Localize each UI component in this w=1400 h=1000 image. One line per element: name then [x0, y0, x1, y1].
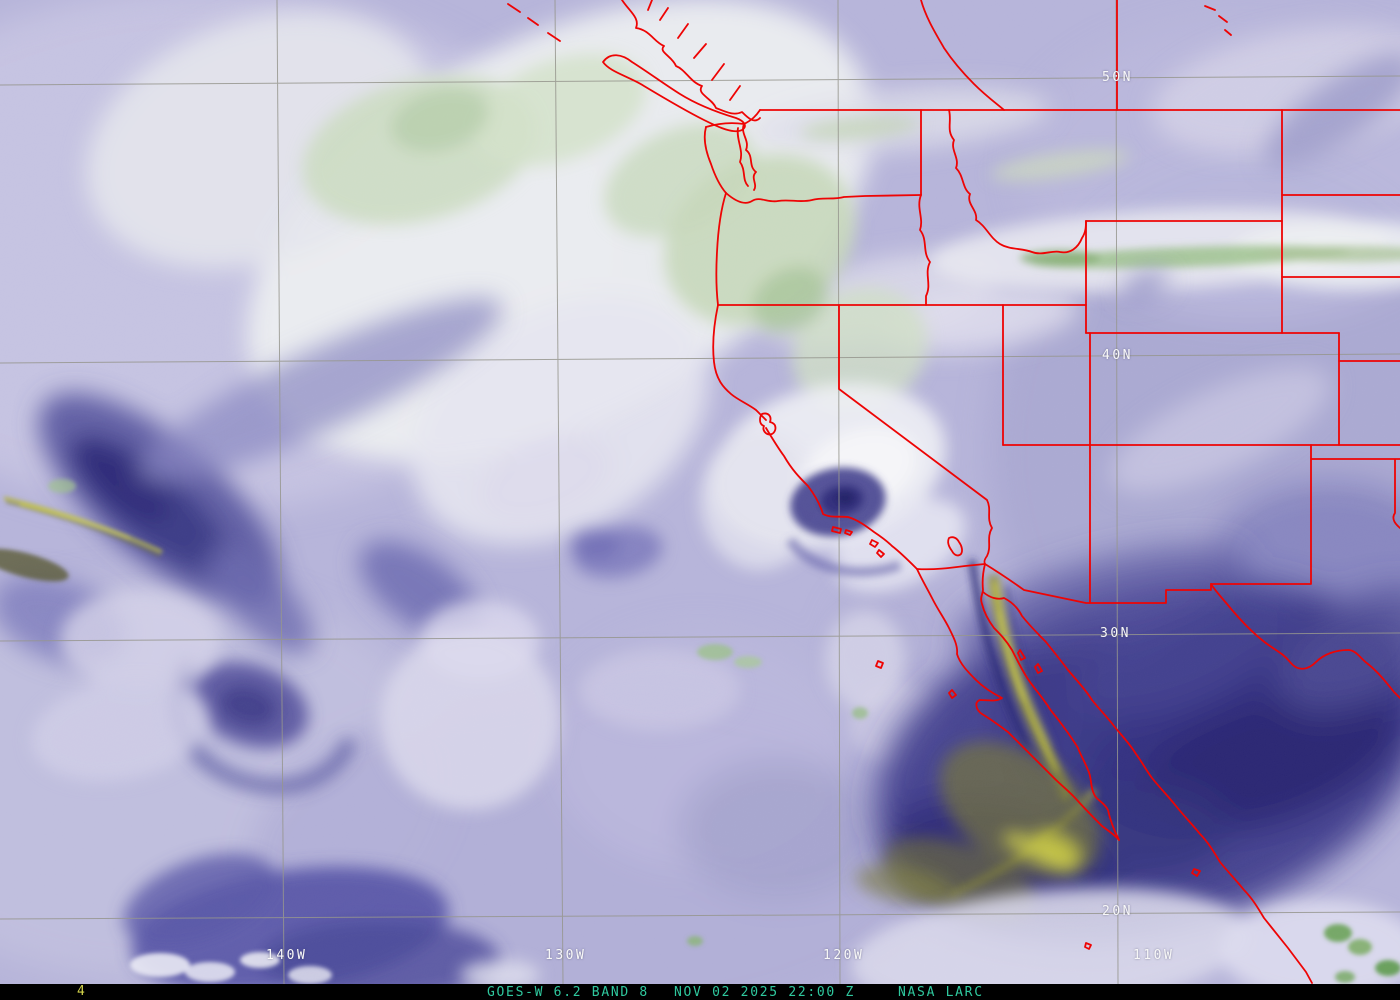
rio-grande-border [1210, 583, 1400, 699]
baja-west-coastline [916, 568, 1120, 841]
lat-label-50n: 50N [1102, 70, 1133, 85]
channel-islands [831, 526, 885, 558]
lat-label-40n: 40N [1102, 348, 1133, 363]
us-mexico-border [916, 563, 1212, 604]
product-label: GOES-W 6.2 BAND 8 [487, 984, 649, 1000]
source-label: NASA LARC [898, 984, 984, 1000]
tres-marias-islands [1191, 868, 1201, 877]
frame-counter: 4 [77, 984, 85, 999]
washington-oregon-border [725, 192, 922, 204]
baja-east-coastline [980, 563, 1120, 841]
bc-coastline [621, 0, 761, 122]
lat-label-30n: 30N [1100, 626, 1131, 641]
texas-new-mexico-border [1210, 458, 1312, 585]
oklahoma-texas-panhandle [1310, 444, 1400, 529]
oregon-coastline [715, 192, 727, 306]
oregon-idaho-border [918, 194, 931, 306]
idaho-montana-border [948, 109, 1087, 255]
california-coastline [712, 304, 918, 570]
lon-label-130w: 130W [545, 948, 587, 963]
washington-coastline [703, 126, 727, 194]
footer-bar: 4 GOES-W 6.2 BAND 8 NOV 02 2025 22:00 Z … [0, 984, 1400, 1000]
bc-inlets [507, 0, 1232, 101]
lon-label-120w: 120W [823, 948, 865, 963]
bc-alberta-border [920, 0, 1005, 111]
lon-label-110w: 110W [1133, 948, 1175, 963]
san-francisco-bay [759, 412, 777, 436]
puget-sound [705, 109, 761, 191]
map-boundaries [507, 0, 1400, 984]
lon-label-140w: 140W [266, 948, 308, 963]
guadalupe-island [875, 660, 884, 669]
timestamp-label: NOV 02 2025 22:00 Z [674, 984, 856, 1000]
gulf-islands [948, 649, 1043, 699]
salton-sea [947, 536, 963, 557]
lat-label-20n: 20N [1102, 904, 1133, 919]
sonora-sinaloa-coastline [982, 591, 1313, 984]
socorro-island [1084, 942, 1092, 950]
california-nevada-border [838, 304, 993, 565]
